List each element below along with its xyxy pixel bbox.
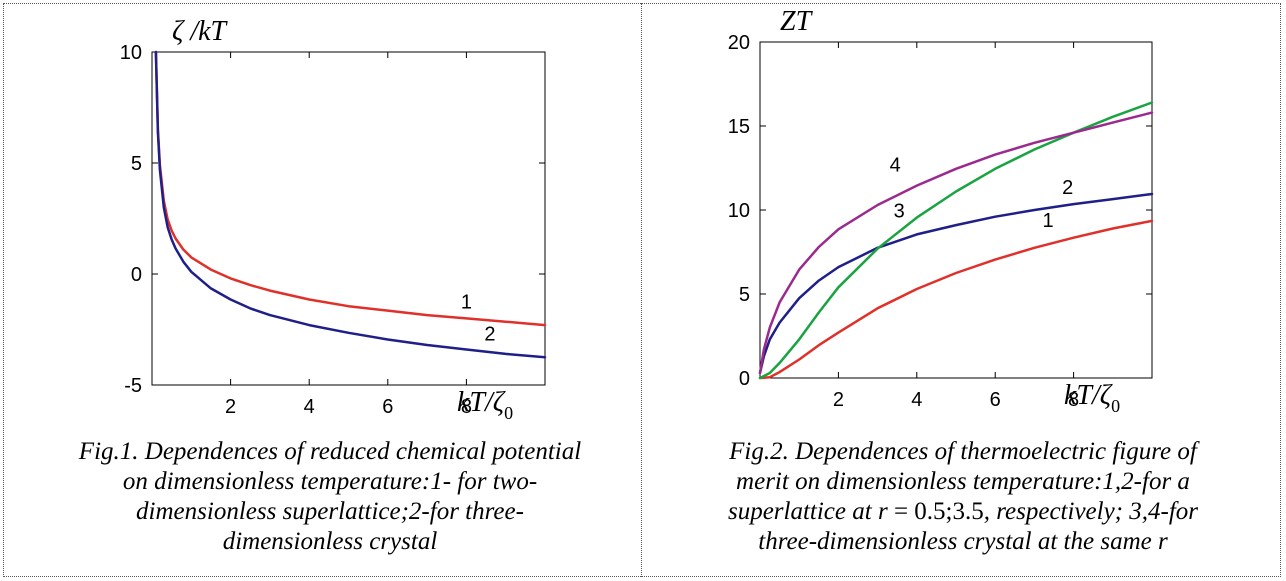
figure-frame xyxy=(3,3,1281,577)
x-tick-label: 2 xyxy=(833,389,844,411)
x-tick-label: 8 xyxy=(1068,389,1079,411)
curve-label-4: 4 xyxy=(890,154,901,176)
y-tick-label: 15 xyxy=(728,116,750,138)
plot-area-frame xyxy=(759,41,1153,379)
x-tick-label: 2 xyxy=(225,396,236,418)
x-tick-label: 4 xyxy=(304,396,315,418)
figure-2-caption-line: superlattice at r = 0.5;3.5, respectivel… xyxy=(648,497,1278,527)
series-line-4 xyxy=(758,111,1154,375)
figure-1-caption-line: dimensionless crystal xyxy=(222,528,438,555)
figure-2-caption-line: three-dimensionless crystal at the same … xyxy=(758,528,1168,555)
figure-1-caption: Fig.1. Dependences of reduced chemical p… xyxy=(40,437,620,557)
plot-area-frame xyxy=(151,51,546,386)
y-axis-label: ζ /kT xyxy=(172,16,229,47)
figure-2-caption: Fig.2. Dependences of thermoelectric fig… xyxy=(648,437,1278,557)
x-tick-label: 6 xyxy=(382,396,393,418)
y-tick-label: 10 xyxy=(728,200,750,222)
caption-text: superlattice at xyxy=(727,498,878,525)
curve-label-1: 1 xyxy=(1043,210,1054,232)
y-tick-label: 5 xyxy=(739,284,750,306)
caption-variable-r: r xyxy=(877,498,888,525)
y-tick-label: 5 xyxy=(131,153,142,175)
curve-label-3: 3 xyxy=(894,201,905,223)
y-axis-label: ZT xyxy=(780,6,814,37)
figure-1-caption-line: on dimensionless temperature:1- for two- xyxy=(122,468,538,495)
y-tick-label: -5 xyxy=(124,375,142,397)
curve-label-2: 2 xyxy=(1062,177,1073,199)
caption-text: , respectively; 3,4-for xyxy=(983,498,1199,525)
x-axis-label: kT/ζ0 xyxy=(457,387,513,423)
series-line-2 xyxy=(154,50,547,359)
figure-1-caption-line: Fig.1. Dependences of reduced chemical p… xyxy=(78,438,582,465)
y-tick-label: 20 xyxy=(728,32,750,54)
x-tick-label: 8 xyxy=(461,396,472,418)
figure-2-caption-line: Fig.2. Dependences of thermoelectric fig… xyxy=(729,438,1197,465)
series-line-3 xyxy=(758,101,1154,380)
y-tick-label: 0 xyxy=(739,368,750,390)
curve-label-2: 2 xyxy=(484,324,495,346)
x-tick-label: 4 xyxy=(911,389,922,411)
series-line-1 xyxy=(154,50,547,327)
x-tick-label: 6 xyxy=(990,389,1001,411)
y-tick-label: 0 xyxy=(131,264,142,286)
y-tick-label: 10 xyxy=(120,42,142,64)
figure-1-caption-line: dimensionless superlattice;2-for three- xyxy=(136,498,524,525)
figure-2-caption-line: merit on dimensionless temperature:1,2-f… xyxy=(736,468,1190,495)
series-line-1 xyxy=(758,219,1154,380)
panel-divider xyxy=(641,3,642,577)
caption-equation: = 0.5;3.5 xyxy=(887,498,984,525)
x-axis-label: kT/ζ0 xyxy=(1064,380,1120,416)
curve-label-1: 1 xyxy=(461,291,472,313)
